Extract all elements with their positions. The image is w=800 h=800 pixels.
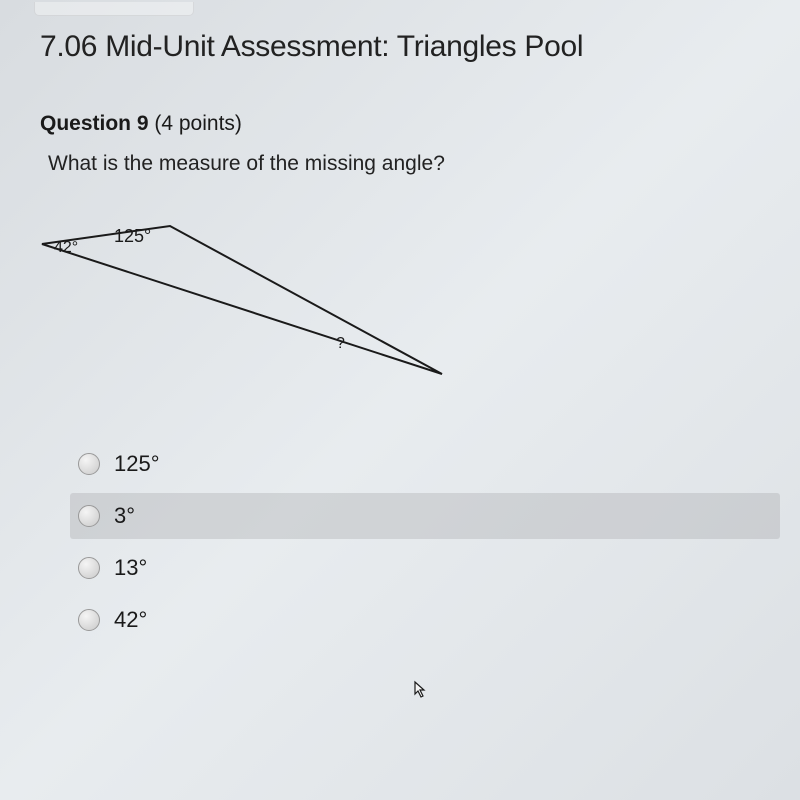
- cursor-pointer-icon: [408, 680, 428, 707]
- browser-tab-fragment: [34, 2, 194, 16]
- radio-icon: [78, 505, 100, 527]
- page-title: 7.06 Mid-Unit Assessment: Triangles Pool: [40, 30, 780, 64]
- options-group: 125° 3° 13° 42°: [70, 441, 780, 643]
- question-number: Question 9: [40, 112, 149, 135]
- question-header: Question 9 (4 points): [40, 112, 780, 136]
- question-text: What is the measure of the missing angle…: [48, 152, 780, 176]
- radio-icon: [78, 609, 100, 631]
- radio-icon: [78, 557, 100, 579]
- triangle-shape: [42, 226, 442, 374]
- option-125[interactable]: 125°: [70, 441, 780, 487]
- option-label: 125°: [114, 451, 160, 477]
- radio-icon: [78, 453, 100, 475]
- angle-125-label: 125°: [114, 226, 151, 246]
- triangle-figure: 42° 125° ?: [22, 216, 780, 411]
- angle-unknown-label: ?: [336, 335, 345, 352]
- triangle-svg: 42° 125° ?: [22, 216, 462, 406]
- option-label: 13°: [114, 555, 147, 581]
- question-points: (4 points): [154, 112, 242, 135]
- option-13[interactable]: 13°: [70, 545, 780, 591]
- option-42[interactable]: 42°: [70, 597, 780, 643]
- angle-42-label: 42°: [54, 239, 78, 256]
- option-label: 3°: [114, 503, 135, 529]
- option-label: 42°: [114, 607, 147, 633]
- option-3[interactable]: 3°: [70, 493, 780, 539]
